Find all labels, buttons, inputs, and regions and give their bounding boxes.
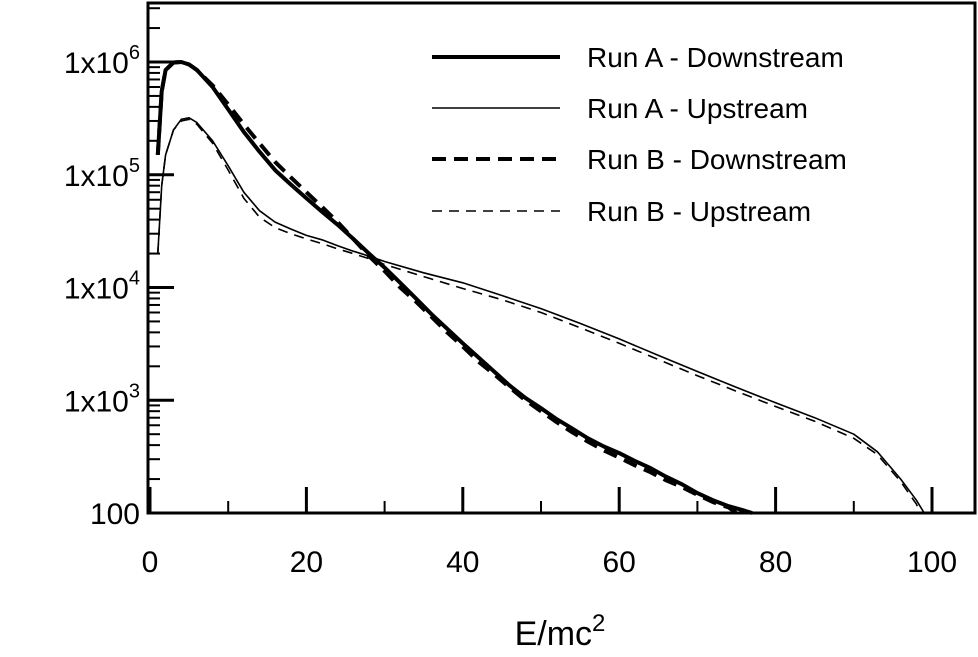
plot-frame [148, 3, 975, 513]
x-axis-title: E/mc2 [515, 610, 606, 653]
y-tick-base: 1x10 [64, 273, 129, 306]
series-layer [158, 62, 924, 513]
legend-label: Run A - Upstream [587, 93, 808, 124]
legend-label: Run B - Upstream [587, 196, 811, 227]
y-tick-base: 1x10 [64, 385, 129, 418]
x-axis-ticks: 0 20 40 60 80 100 [142, 487, 957, 579]
x-axis-title-base: E/mc [515, 615, 592, 653]
series-line-2 [158, 118, 924, 513]
y-tick-base: 100 [90, 498, 140, 531]
y-tick-label: 1x106 [64, 42, 140, 80]
x-tick-label: 100 [907, 546, 957, 579]
legend-label: Run A - Downstream [587, 42, 844, 73]
y-tick-exponent: 4 [129, 268, 140, 290]
y-tick-exponent: 5 [129, 155, 140, 177]
x-tick-label: 60 [603, 546, 636, 579]
legend-label: Run B - Downstream [587, 144, 847, 175]
x-tick-label: 40 [446, 546, 479, 579]
legend: Run A - Downstream Run A - Upstream Run B … [432, 42, 847, 227]
x-tick-label: 80 [759, 546, 792, 579]
series-line-4 [158, 119, 921, 513]
x-tick-label: 0 [142, 546, 159, 579]
y-tick-exponent: 3 [129, 380, 140, 402]
y-tick-label: 1x105 [64, 155, 140, 193]
y-tick-base: 1x10 [64, 47, 129, 80]
y-tick-base: 1x10 [64, 160, 129, 193]
y-tick-exponent: 6 [129, 42, 140, 64]
y-tick-label: 100 [90, 498, 140, 531]
y-tick-label: 1x103 [64, 380, 140, 418]
x-tick-label: 20 [290, 546, 323, 579]
x-axis-title-exponent: 2 [592, 610, 605, 637]
y-tick-label: 1x104 [64, 268, 140, 306]
